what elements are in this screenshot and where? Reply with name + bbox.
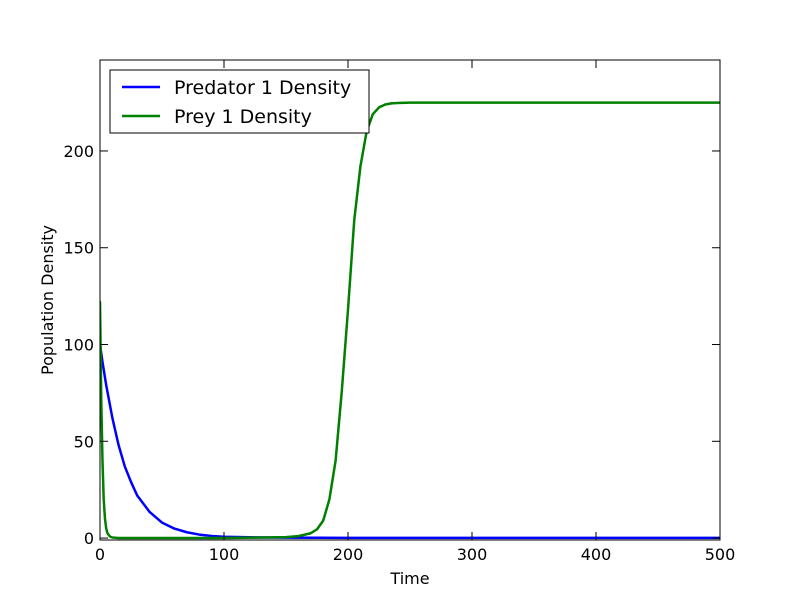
series-line-2 <box>100 101 720 540</box>
y-tick-label: 200 <box>63 142 94 161</box>
y-tick-label: 150 <box>63 239 94 258</box>
y-tick-label: 100 <box>63 336 94 355</box>
plot-frame <box>99 59 721 541</box>
x-axis-label: Time <box>389 569 429 588</box>
x-tick-label: 300 <box>457 545 488 564</box>
series-layer <box>100 101 720 540</box>
y-tick-label: 0 <box>84 529 94 548</box>
plot-area <box>100 60 720 540</box>
x-tick-label: 0 <box>95 545 105 564</box>
legend-box <box>109 69 370 134</box>
x-tick-label: 500 <box>705 545 736 564</box>
legend-label-2: Prey 1 Density <box>174 106 312 128</box>
x-tick-label: 200 <box>333 545 364 564</box>
y-tick-label: 50 <box>74 432 94 451</box>
series-line-1 <box>100 343 720 540</box>
x-tick-label: 400 <box>581 545 612 564</box>
legend-label-1: Predator 1 Density <box>174 77 351 99</box>
x-tick-label: 100 <box>209 545 240 564</box>
legend: Predator 1 Density Prey 1 Density <box>109 69 370 134</box>
ticks-layer: 0 100 200 300 400 500 0 50 100 150 200 <box>63 60 735 564</box>
y-axis-label: Population Density <box>38 225 57 375</box>
